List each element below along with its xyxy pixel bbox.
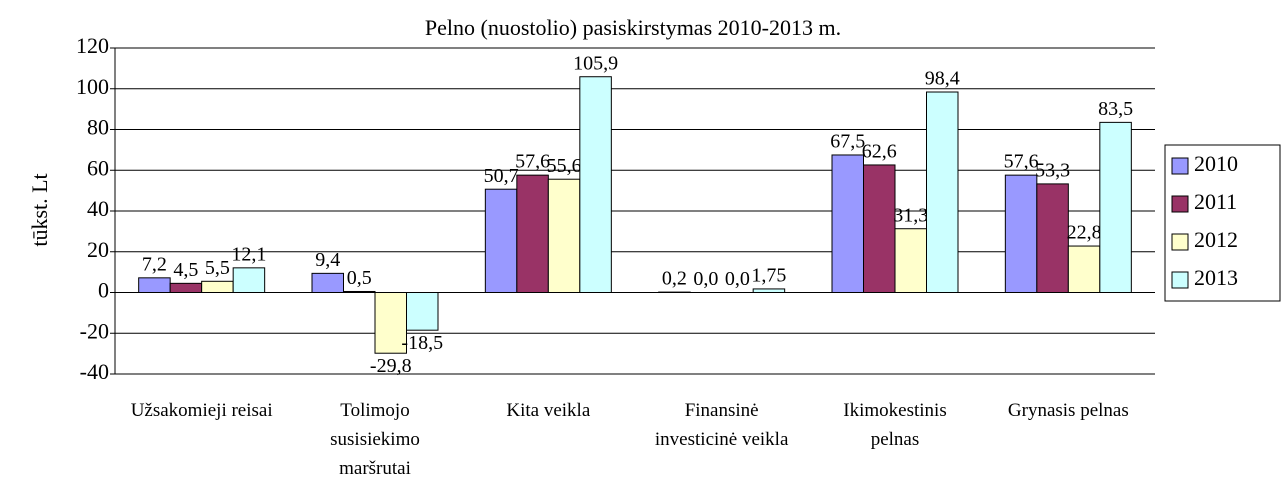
chart-title: Pelno (nuostolio) pasiskirstymas 2010-20… xyxy=(425,15,841,40)
bar xyxy=(232,267,266,294)
data-label: 57,6 xyxy=(1004,151,1039,173)
x-tick-label: Grynasis pelnas xyxy=(1007,400,1129,421)
data-label: 0,0 xyxy=(725,268,750,290)
y-tick-label: 40 xyxy=(87,196,109,221)
data-label: 53,3 xyxy=(1035,159,1070,181)
x-tick-label: Kita veikla xyxy=(506,400,591,421)
bar xyxy=(1036,183,1069,293)
data-label: 50,7 xyxy=(484,165,519,187)
y-tick-label: -40 xyxy=(80,359,109,384)
data-label: 4,5 xyxy=(173,259,198,281)
y-tick-label: 0 xyxy=(98,278,109,303)
bar xyxy=(547,178,581,293)
data-label: 105,9 xyxy=(573,52,618,74)
bar xyxy=(406,292,439,331)
legend-swatch xyxy=(1171,195,1189,213)
data-label: 5,5 xyxy=(205,257,230,279)
bar xyxy=(201,280,234,294)
y-axis-label: tūkst. Lt xyxy=(27,173,52,246)
y-tick-label: 20 xyxy=(87,237,109,262)
data-label: 83,5 xyxy=(1098,98,1133,120)
y-tick-label: 60 xyxy=(87,155,109,180)
bar xyxy=(1067,245,1101,293)
data-label: 12,1 xyxy=(231,243,266,265)
y-tick-label: -20 xyxy=(80,318,109,343)
legend-label: 2011 xyxy=(1194,189,1237,214)
bar xyxy=(831,154,864,293)
data-label: 0,0 xyxy=(693,268,718,290)
y-tick-label: 100 xyxy=(76,74,109,99)
data-label: 67,5 xyxy=(830,131,865,153)
bar xyxy=(169,282,203,293)
legend-label: 2010 xyxy=(1194,151,1238,176)
data-label: 62,6 xyxy=(862,141,897,163)
legend-label: 2013 xyxy=(1194,265,1238,290)
data-label: 31,3 xyxy=(893,204,928,226)
legend-swatch xyxy=(1171,233,1189,251)
x-tick-label: Užsakomieji reisai xyxy=(130,400,273,421)
bar xyxy=(863,164,896,293)
bar xyxy=(374,292,407,354)
legend-swatch xyxy=(1171,271,1189,289)
data-label: 57,6 xyxy=(515,151,550,173)
bar xyxy=(1099,121,1132,294)
x-tick-label: Tolimojo susisiekimo maršrutai xyxy=(330,400,420,479)
data-label: 9,4 xyxy=(315,249,340,271)
bar xyxy=(579,76,612,294)
data-label: 7,2 xyxy=(142,253,167,275)
data-label: 22,8 xyxy=(1067,222,1102,244)
bar xyxy=(752,288,786,294)
data-label: 0,5 xyxy=(347,267,372,289)
y-tick-label: 120 xyxy=(76,33,109,58)
data-label: 55,6 xyxy=(547,155,582,177)
data-label: 1,75 xyxy=(751,265,786,287)
bar xyxy=(926,91,959,294)
bar xyxy=(894,228,927,294)
data-label: -18,5 xyxy=(401,332,443,354)
data-label: -29,8 xyxy=(370,355,412,377)
bar xyxy=(484,188,518,293)
bar xyxy=(311,272,344,294)
bar xyxy=(1004,174,1038,293)
legend-label: 2012 xyxy=(1194,227,1238,252)
data-label: 0,2 xyxy=(662,268,687,290)
bar xyxy=(343,290,376,294)
legend-swatch xyxy=(1171,157,1189,175)
y-tick-label: 80 xyxy=(87,115,109,140)
bar xyxy=(138,277,171,293)
x-tick-label: Finansinė investicinė veikla xyxy=(654,400,789,450)
data-label: 98,4 xyxy=(925,68,960,90)
bar xyxy=(516,174,549,293)
x-tick-label: Ikimokestinis pelnas xyxy=(843,400,947,450)
